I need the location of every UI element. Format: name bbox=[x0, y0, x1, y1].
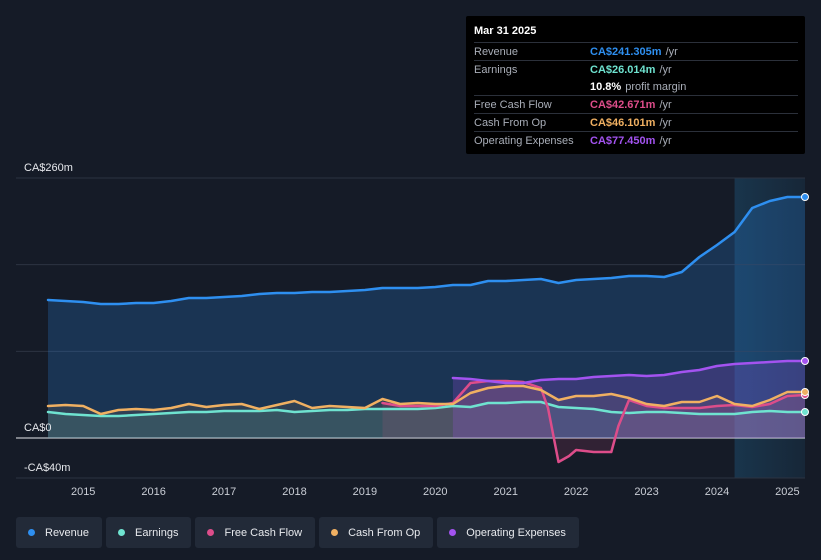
series-line-free-cash-flow bbox=[381, 379, 807, 464]
x-tick-label: 2016 bbox=[141, 486, 165, 498]
series-area-cash-from-op bbox=[48, 386, 805, 438]
tooltip-row-unit: profit margin bbox=[625, 80, 687, 93]
series-end-marker-cash-from-op bbox=[801, 388, 809, 396]
forecast-highlight-band bbox=[734, 178, 805, 478]
tooltip-row-unit: /yr bbox=[665, 45, 678, 58]
series-areas bbox=[48, 197, 805, 462]
tooltip-row-value: CA$77.450m bbox=[590, 134, 656, 147]
legend-label: Earnings bbox=[135, 526, 179, 539]
legend-label: Revenue bbox=[45, 526, 90, 539]
x-tick-label: 2015 bbox=[71, 486, 95, 498]
tooltip-row-unit: /yr bbox=[659, 63, 672, 76]
tooltip-row-value: 10.8% bbox=[590, 80, 622, 93]
y-axis-labels: CA$260m CA$0 -CA$40m bbox=[24, 162, 73, 474]
legend-label: Operating Expenses bbox=[466, 526, 566, 539]
chart-legend: Revenue Earnings Free Cash Flow Cash From O… bbox=[16, 517, 579, 548]
series-area-free-cash-flow bbox=[382, 381, 805, 462]
legend-item-revenue[interactable]: Revenue bbox=[16, 517, 103, 548]
tooltip-row: Revenue CA$241.305m/yr bbox=[474, 42, 798, 60]
legend-label: Free Cash Flow bbox=[224, 526, 303, 539]
x-tick-label: 2019 bbox=[353, 486, 377, 498]
x-tick-label: 2023 bbox=[634, 486, 658, 498]
legend-dot-icon bbox=[449, 529, 457, 536]
tooltip-row-label: Operating Expenses bbox=[474, 134, 574, 147]
tooltip-row-value: CA$42.671m bbox=[590, 98, 656, 111]
tooltip-row-unit: /yr bbox=[659, 134, 672, 147]
y-tick-label: CA$0 bbox=[24, 422, 52, 434]
x-tick-label: 2018 bbox=[282, 486, 306, 498]
series-line-revenue bbox=[46, 195, 807, 306]
series-end-marker-earnings bbox=[801, 408, 809, 416]
series-end-marker-operating-expenses bbox=[801, 357, 809, 365]
y-tick-label: -CA$40m bbox=[24, 462, 70, 474]
series-line-cash-from-op bbox=[46, 384, 807, 416]
tooltip-row: Cash From Op CA$46.101m/yr bbox=[474, 113, 798, 131]
tooltip-row-label: Earnings bbox=[474, 63, 518, 76]
grid-lines bbox=[16, 177, 805, 479]
tooltip-row: 10.8% profit margin bbox=[474, 78, 798, 95]
legend-dot-icon bbox=[28, 529, 35, 536]
series-line-operating-expenses bbox=[451, 359, 807, 385]
tooltip-rows: Revenue CA$241.305m/yr Earnings CA$26.014m /… bbox=[474, 42, 798, 149]
tooltip-row-label: Revenue bbox=[474, 45, 519, 58]
tooltip-row-label: Cash From Op bbox=[474, 116, 547, 129]
tooltip-row-value: CA$241.305m bbox=[590, 45, 662, 58]
legend-dot-icon bbox=[331, 529, 339, 536]
x-tick-label: 2017 bbox=[212, 486, 236, 498]
legend-item-free-cash-flow[interactable]: Free Cash Flow bbox=[195, 517, 316, 548]
tooltip-date: Mar 31 2025 bbox=[474, 25, 537, 37]
series-area-revenue bbox=[48, 197, 805, 438]
tooltip-row-label: Free Cash Flow bbox=[474, 98, 552, 111]
x-axis-labels: 2015 2016 2017 2018 2019 2020 2021 2022 2023 2024… bbox=[71, 486, 800, 498]
x-tick-label: 2022 bbox=[564, 486, 588, 498]
series-end-marker-revenue bbox=[801, 193, 809, 201]
tooltip-row: Operating Expenses CA$77.450m/yr bbox=[474, 131, 798, 149]
series-line-earnings bbox=[46, 400, 807, 418]
tooltip-row-unit: /yr bbox=[659, 98, 672, 111]
legend-dot-icon bbox=[118, 529, 126, 536]
tooltip-row: Earnings CA$26.014m/yr bbox=[474, 60, 798, 78]
y-tick-label: CA$260m bbox=[24, 162, 73, 174]
legend-item-earnings[interactable]: Earnings bbox=[106, 517, 192, 548]
legend-label: Cash From Op bbox=[348, 526, 421, 539]
legend-item-cash-from-op[interactable]: Cash From Op bbox=[319, 517, 434, 548]
tooltip-row-value: CA$26.014m bbox=[590, 63, 656, 76]
tooltip-row-value: CA$46.101m bbox=[590, 116, 656, 129]
legend-dot-icon bbox=[207, 529, 215, 536]
legend-item-operating-expenses[interactable]: Operating Expenses bbox=[437, 517, 579, 548]
series-end-markers bbox=[801, 193, 809, 416]
x-tick-label: 2020 bbox=[423, 486, 447, 498]
x-tick-label: 2024 bbox=[705, 486, 729, 498]
data-tooltip: Mar 31 2025 Revenue CA$241.305m/yr Earning… bbox=[466, 16, 805, 154]
series-lines bbox=[46, 195, 807, 464]
tooltip-row-unit: /yr bbox=[659, 116, 672, 129]
x-tick-label: 2025 bbox=[775, 486, 799, 498]
x-tick-label: 2021 bbox=[493, 486, 517, 498]
tooltip-row: Free Cash Flow CA$42.671m/yr bbox=[474, 95, 798, 113]
